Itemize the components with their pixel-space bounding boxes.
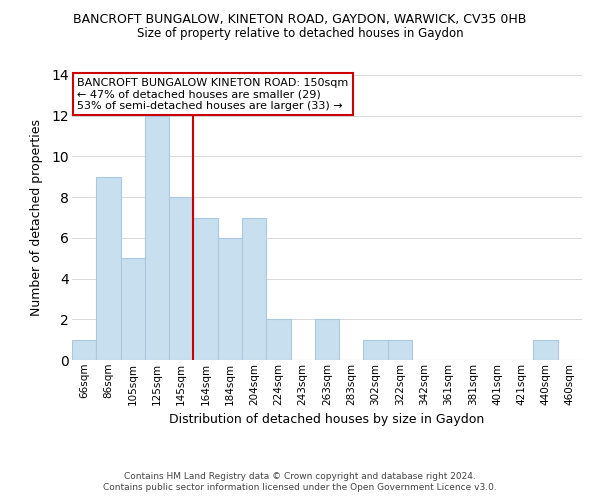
X-axis label: Distribution of detached houses by size in Gaydon: Distribution of detached houses by size … <box>169 413 485 426</box>
Text: BANCROFT BUNGALOW, KINETON ROAD, GAYDON, WARWICK, CV35 0HB: BANCROFT BUNGALOW, KINETON ROAD, GAYDON,… <box>73 12 527 26</box>
Bar <box>533 340 558 360</box>
Bar <box>315 320 339 360</box>
Bar <box>388 340 412 360</box>
Bar <box>242 218 266 360</box>
Text: Size of property relative to detached houses in Gaydon: Size of property relative to detached ho… <box>137 28 463 40</box>
Y-axis label: Number of detached properties: Number of detached properties <box>30 119 43 316</box>
Bar <box>145 116 169 360</box>
Bar <box>266 320 290 360</box>
Bar <box>96 177 121 360</box>
Text: Contains public sector information licensed under the Open Government Licence v3: Contains public sector information licen… <box>103 484 497 492</box>
Text: BANCROFT BUNGALOW KINETON ROAD: 150sqm
← 47% of detached houses are smaller (29): BANCROFT BUNGALOW KINETON ROAD: 150sqm ←… <box>77 78 349 111</box>
Bar <box>364 340 388 360</box>
Bar <box>169 197 193 360</box>
Text: Contains HM Land Registry data © Crown copyright and database right 2024.: Contains HM Land Registry data © Crown c… <box>124 472 476 481</box>
Bar <box>193 218 218 360</box>
Bar <box>121 258 145 360</box>
Bar <box>218 238 242 360</box>
Bar <box>72 340 96 360</box>
